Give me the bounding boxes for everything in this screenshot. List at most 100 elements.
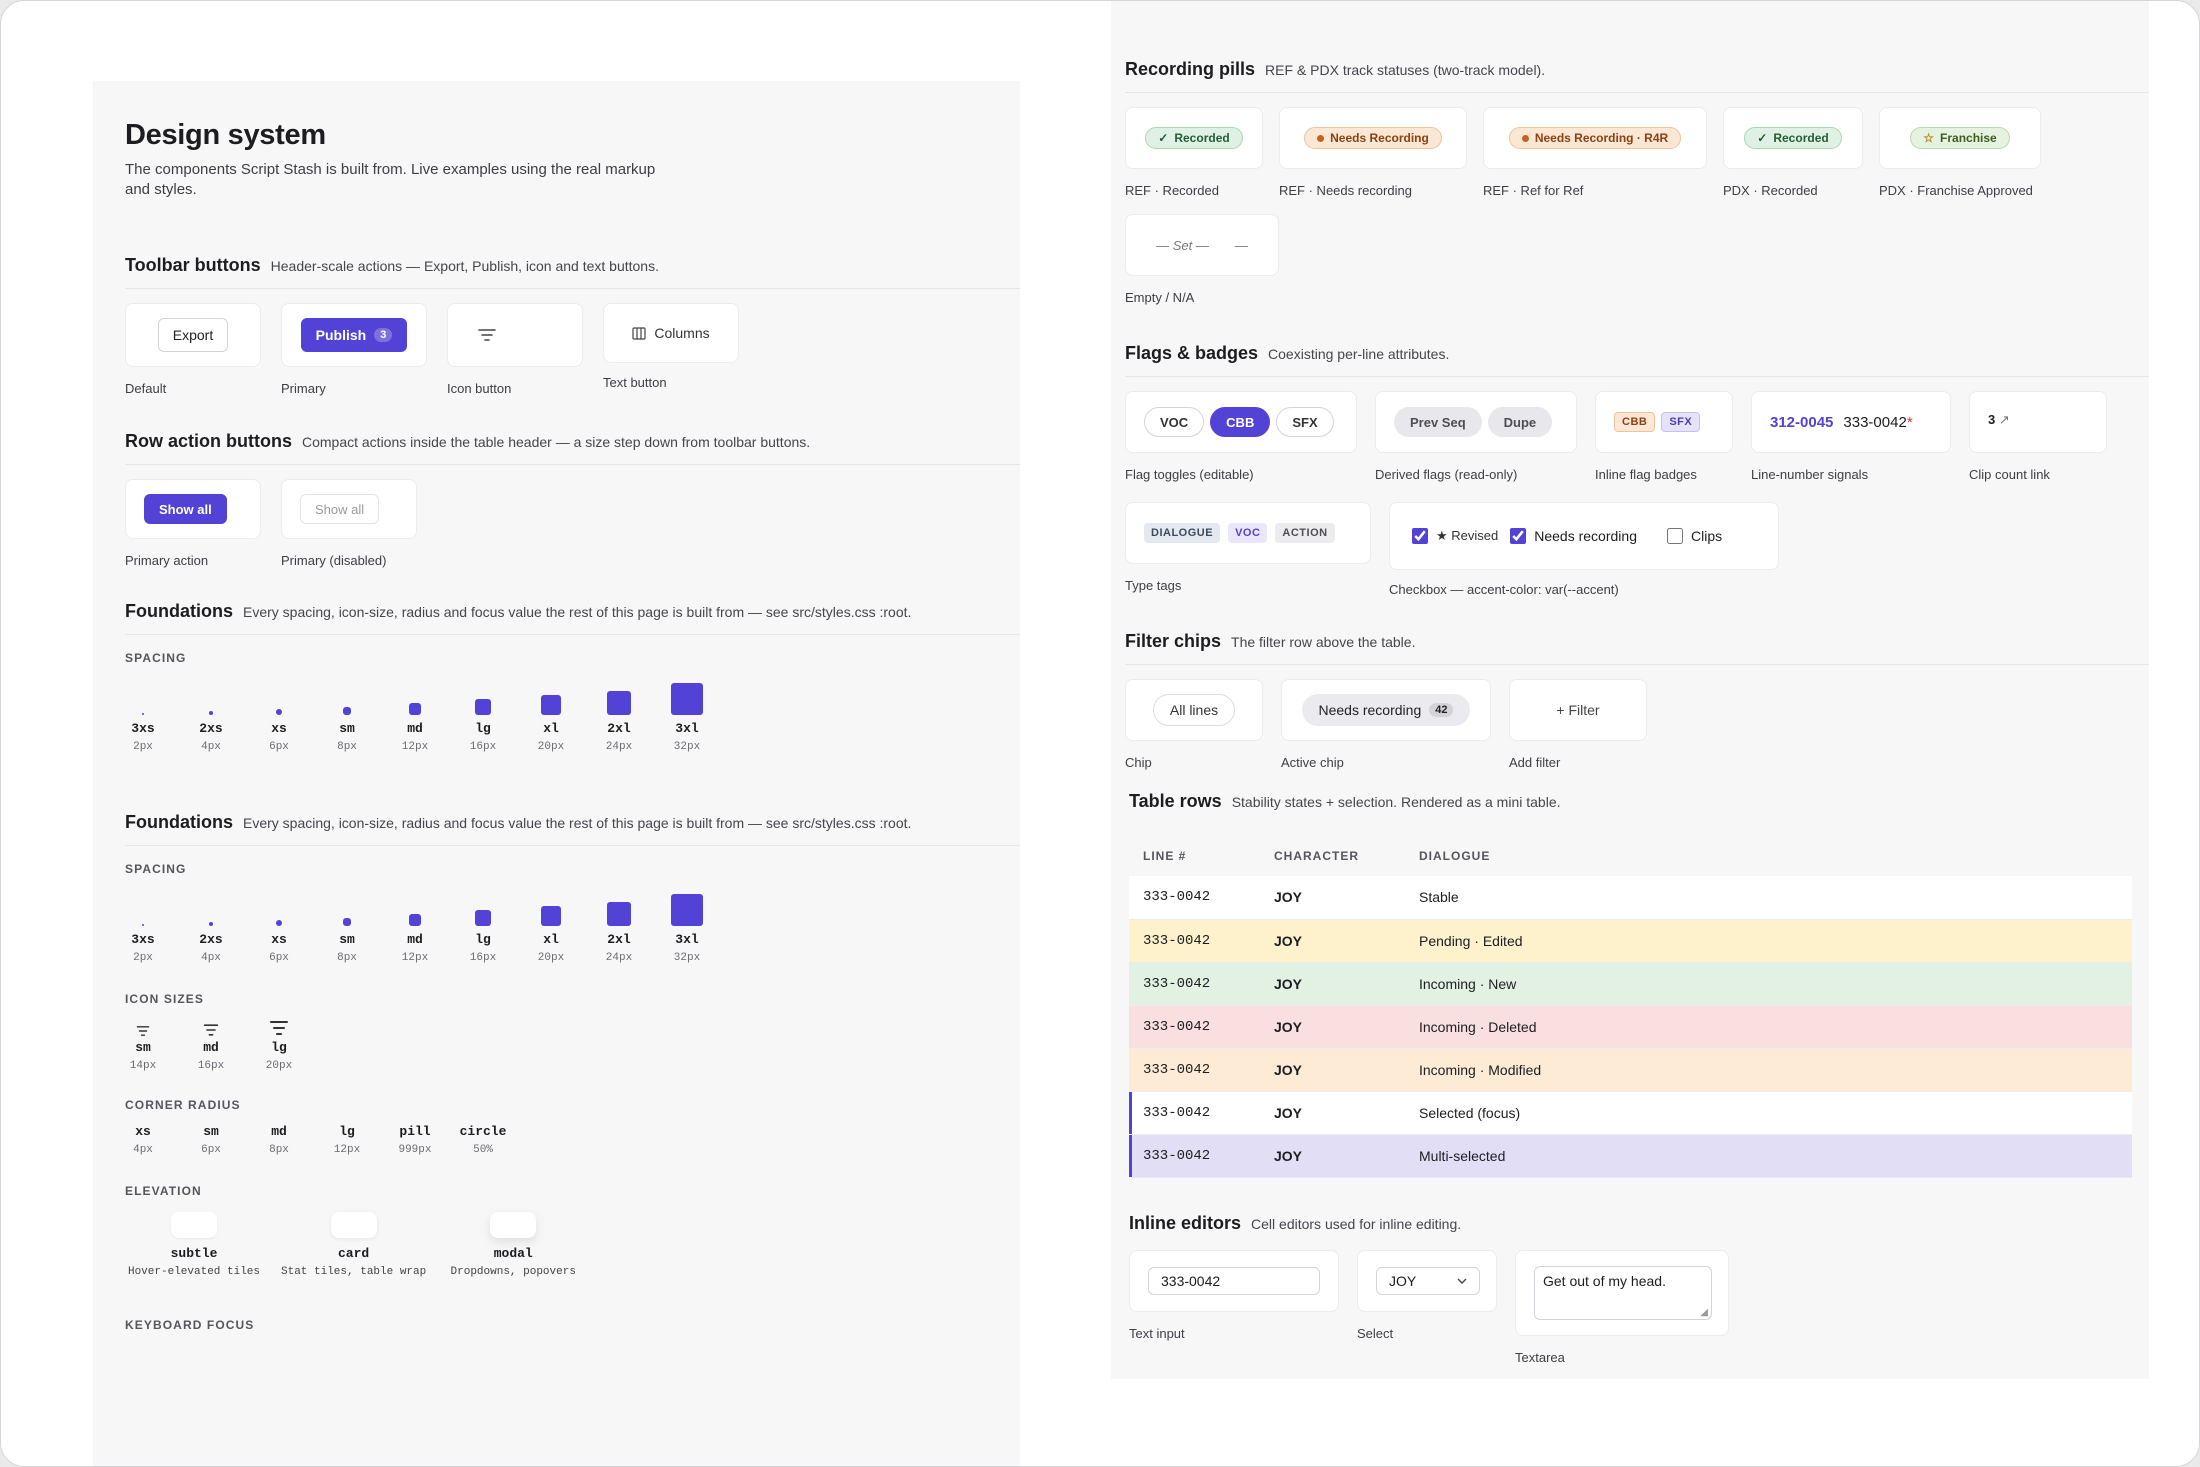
keyboard-focus-label: KEYBOARD FOCUS [125,1318,255,1332]
add-filter-label: Filter [1568,702,1600,718]
recording-pill: Needs Recording · R4R [1508,127,1682,149]
token-name: pill [399,1124,431,1139]
dialogue-cell: Incoming · New [1419,962,2132,1006]
column-header[interactable]: CHARACTER [1274,849,1359,863]
spacing-token: 2xl 24px [585,677,653,753]
spacing-label: SPACING [125,651,187,665]
table-row[interactable]: 333-0042 JOY Incoming · New [1129,962,2132,1006]
table-row[interactable]: 333-0042 JOY Pending · Edited [1129,919,2132,963]
flag-toggle-cbb[interactable]: CBB [1210,407,1271,437]
column-header[interactable]: DIALOGUE [1419,849,1491,863]
spacing-swatch-wrap [343,677,351,715]
filter-chip-needs-recording[interactable]: Needs recording 42 [1301,694,1471,726]
left-panel: Design system The components Script Stas… [93,81,1020,1466]
demo-text-button: Columns Text button [603,303,739,390]
section-title: Foundations [125,601,233,621]
icon-size-token: md 16px [177,1016,245,1072]
token-value: 999px [398,1144,432,1156]
page-title: Design system [125,119,326,151]
revised-checkbox[interactable] [1412,528,1428,544]
spacing-swatch [142,713,144,715]
demo-caption: Flag toggles (editable) [1125,467,1254,482]
pill-label: Recorded [1773,131,1829,145]
inline-textarea[interactable]: Get out of my head. ◢ [1534,1266,1712,1320]
add-filter-button[interactable]: + Filter [1556,702,1599,718]
filter-icon[interactable] [472,320,502,350]
spacing-token: 3xs 2px [109,677,177,753]
select-demo: JOY Select [1357,1250,1497,1341]
token-value: 6px [269,741,289,753]
line-number-cell: 333-0042 [1129,919,1274,963]
publish-button[interactable]: Publish 3 [300,318,408,352]
demo-caption: Primary (disabled) [281,553,387,568]
clip-count-link[interactable]: 3 ↗ [1988,412,2010,428]
spacing-swatch [671,894,703,926]
spacing-swatch-wrap [276,677,282,715]
pill-demo-empty: — Set — — Empty / N/A [1125,214,2149,305]
section-header: Foundations Every spacing, icon-size, ra… [125,601,1020,635]
text-input-demo: 333-0042 Text input [1129,1250,1339,1341]
table-row[interactable]: 333-0042 JOY Stable [1129,876,2132,920]
demo-primary-action: Show all Primary action [125,479,261,568]
table-header-row: LINE # CHARACTER DIALOGUE [1129,836,2132,876]
inline-text-input[interactable]: 333-0042 [1148,1267,1320,1295]
derived-flag-prev-seq: Prev Seq [1394,407,1482,437]
derived-flag-dupe: Dupe [1487,407,1553,437]
line-number-link[interactable]: 312-0045 [1770,413,1834,431]
character-cell: JOY [1274,1048,1419,1092]
token-name: subtle [170,1246,218,1261]
spacing-token: 3xl 32px [653,888,721,964]
spacing-swatch-wrap [209,888,213,926]
token-name: xl [543,932,559,947]
spacing-swatch [541,695,561,715]
pill-demo: ✓ Recorded REF · Recorded [1125,107,1263,198]
table-rows-section: Table rows Stability states + selection.… [1129,791,2149,1178]
table-row[interactable]: 333-0042 JOY Multi-selected [1129,1134,2132,1178]
spacing-swatch [475,910,491,926]
token-value: 6px [201,1144,221,1156]
pill-label: Franchise [1940,131,1997,145]
inline-select[interactable]: JOY [1376,1267,1480,1295]
spacing-token: md 12px [381,888,449,964]
filter-icon [203,1016,219,1038]
table-row[interactable]: 333-0042 JOY Selected (focus) [1129,1091,2132,1135]
mini-table: LINE # CHARACTER DIALOGUE 333-0042 JOY Sta… [1129,836,2132,1178]
dialogue-cell: Selected (focus) [1419,1091,2132,1135]
token-name: md [271,1124,287,1139]
show-all-button[interactable]: Show all [144,494,227,524]
flag-toggle-sfx[interactable]: SFX [1276,407,1334,437]
spacing-swatch [541,906,561,926]
columns-text-button[interactable]: Columns [632,325,710,341]
token-value: 12px [401,741,429,753]
character-cell: JOY [1274,919,1419,963]
spacing-swatch [343,707,351,715]
section-desc: Every spacing, icon-size, radius and foc… [242,604,912,620]
radius-token: lg 12px [313,1124,381,1156]
section-desc: REF & PDX track statuses (two-track mode… [1265,62,1546,78]
token-value: 32px [673,952,701,964]
flag-toggle-voc[interactable]: VOC [1144,407,1205,437]
token-value: 2px [133,741,153,753]
demo-caption: Select [1357,1326,1394,1341]
resize-handle-icon[interactable]: ◢ [1700,1307,1708,1318]
filter-chip-all-lines[interactable]: All lines [1152,694,1236,726]
needs-recording-checkbox[interactable] [1510,528,1527,544]
chip-label: Needs recording [1318,702,1422,718]
dialogue-cell: Incoming · Deleted [1419,1005,2132,1049]
demo-caption: Textarea [1515,1350,1565,1365]
spacing-token: lg 16px [449,888,517,964]
pill-caption: REF · Ref for Ref [1483,183,1584,198]
column-header[interactable]: LINE # [1143,849,1187,863]
line-number-cell: 333-0042 [1129,1134,1274,1178]
pill-caption: PDX · Franchise Approved [1879,183,2033,198]
token-name: 2xs [199,932,223,947]
export-button[interactable]: Export [157,318,229,352]
token-name: 3xs [131,932,155,947]
demo-caption: Checkbox — accent-color: var(--accent) [1389,582,1619,597]
table-row[interactable]: 333-0042 JOY Incoming · Deleted [1129,1005,2132,1049]
dialogue-cell: Pending · Edited [1419,919,2132,963]
clips-checkbox[interactable] [1666,528,1683,544]
toolbar-buttons-section: Toolbar buttons Header-scale actions — E… [125,255,1020,396]
table-row[interactable]: 333-0042 JOY Incoming · Modified [1129,1048,2132,1092]
spacing-swatch-wrap [409,888,421,926]
